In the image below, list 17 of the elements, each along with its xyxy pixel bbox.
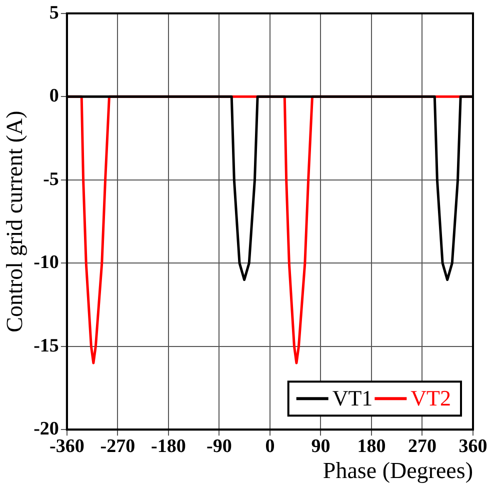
x-tick-label: 360 (458, 436, 488, 457)
y-tick-label: -5 (43, 168, 59, 190)
legend-label: VT2 (410, 385, 451, 410)
x-tick-label: -270 (100, 436, 136, 457)
y-tick-label: -10 (34, 252, 59, 274)
x-tick-label: 90 (311, 436, 330, 457)
x-tick-label: 0 (265, 436, 275, 457)
y-tick-label: -15 (34, 335, 59, 356)
y-axis-title: Control grid current (A) (2, 110, 27, 332)
x-tick-label: -180 (151, 436, 186, 457)
x-tick-label: 270 (408, 436, 436, 457)
x-axis-title: Phase (Degrees) (322, 458, 473, 484)
y-tick-label: 0 (49, 86, 59, 107)
x-tick-label: 180 (357, 436, 386, 457)
y-tick-label: 5 (49, 2, 59, 24)
x-tick-label: -90 (206, 436, 232, 457)
legend-label: VT1 (332, 385, 373, 410)
